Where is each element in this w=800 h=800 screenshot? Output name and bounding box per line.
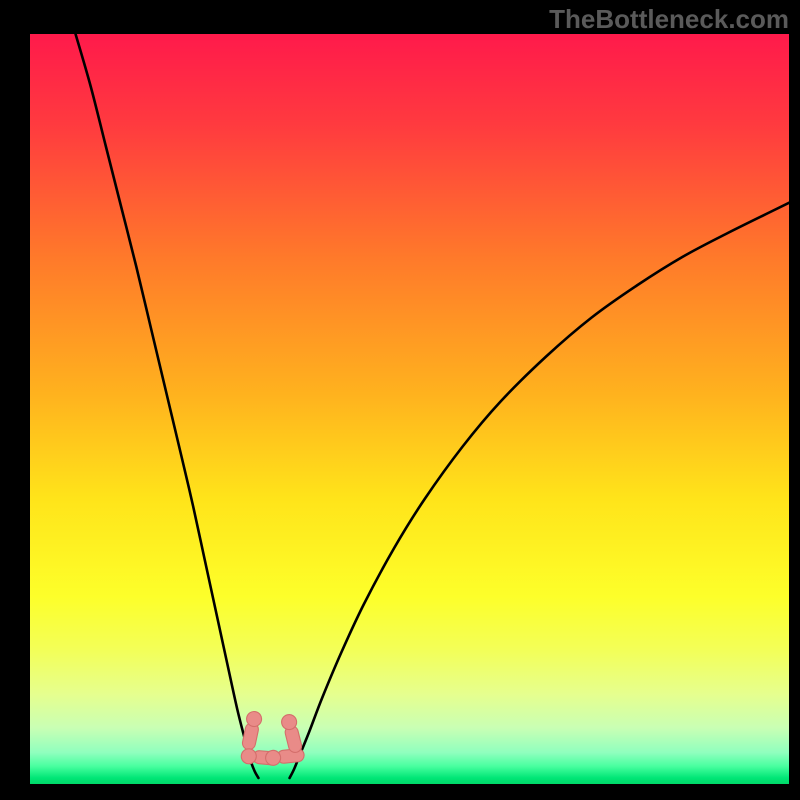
- bottleneck-curve-chart: [30, 34, 789, 784]
- plot-area: [30, 34, 789, 784]
- gradient-background: [30, 34, 789, 784]
- watermark-label: TheBottleneck.com: [549, 4, 789, 35]
